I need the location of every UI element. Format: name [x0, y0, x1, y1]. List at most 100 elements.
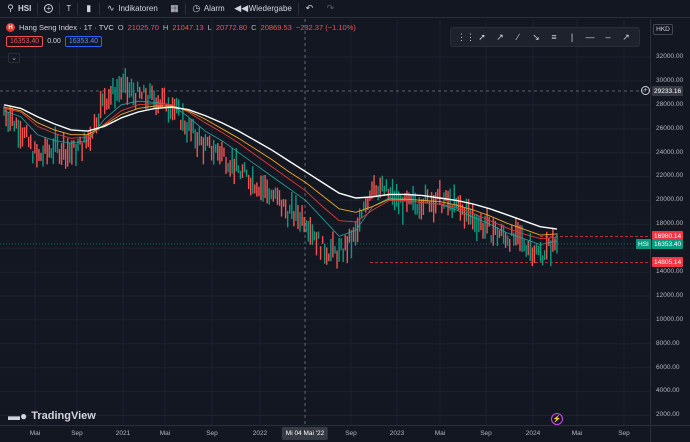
crosshair-price-label: 29233.16 — [652, 86, 684, 96]
legend-title[interactable]: Hang Seng Index · 1T · TVC — [19, 23, 114, 32]
symbol-search[interactable]: ⚲ HSI — [0, 0, 37, 18]
price-tick-label: 32000.00 — [656, 53, 684, 60]
time-tick-label: Sep — [345, 430, 357, 437]
open-value: 21025.70 — [127, 23, 159, 32]
price-tick-label: 14000.00 — [656, 268, 684, 275]
plus-circle-icon: + — [44, 4, 54, 13]
ma-orange-line — [3, 105, 558, 236]
time-tick-label: Sep — [480, 430, 492, 437]
horizontal-ray-icon[interactable]: – — [605, 32, 611, 42]
crossline-icon[interactable]: ↗ — [622, 31, 630, 42]
undo-button[interactable]: ↶ — [299, 0, 320, 18]
tv-logo-text: TradingView — [31, 410, 96, 422]
compare-button[interactable]: + — [38, 0, 59, 18]
indicators-icon: ∿ — [106, 3, 115, 13]
replay-label: Wiedergabe — [248, 4, 292, 13]
time-tick-label: Mai — [571, 430, 583, 437]
high-label: H — [162, 23, 169, 32]
redo-button[interactable]: ↷ — [320, 0, 341, 18]
drag-handle-icon[interactable]: ⋮⋮ — [457, 31, 475, 42]
clock-icon: ◷ — [192, 3, 201, 13]
indicators-label: Indikatoren — [118, 4, 158, 13]
chart-type-button[interactable]: ▮ — [78, 0, 99, 18]
time-tick-label: 2021 — [115, 430, 131, 437]
time-tick-label: Sep — [618, 430, 630, 437]
flash-icon[interactable]: ⚡ — [551, 413, 563, 425]
price-tick-label: 18000.00 — [656, 220, 684, 227]
toolbar-divider — [99, 2, 101, 15]
time-tick-label: Sep — [71, 430, 83, 437]
tradingview-logo[interactable]: ▬● TradingView — [8, 409, 96, 423]
grid-icon: ▦ — [170, 3, 179, 13]
add-alert-plus-icon[interactable]: + — [641, 86, 650, 95]
ray-icon[interactable]: ↗ — [496, 31, 504, 42]
spread-value: 0.00 — [47, 38, 61, 45]
time-tick-label: 2022 — [252, 430, 268, 437]
top-toolbar: ⚲ HSI + T ▮ ∿ Indikatoren ▦ ◷ Alarm ◀◀ W… — [0, 0, 690, 18]
horizontal-line-icon[interactable]: — — [585, 32, 595, 42]
alarm-label: Alarm — [203, 4, 225, 13]
price-tick-label: 30000.00 — [656, 77, 684, 84]
axis-corner — [650, 425, 690, 442]
price-tick-label: 20000.00 — [656, 196, 684, 203]
time-tick-label: 2024 — [525, 430, 541, 437]
price-tick-label: 12000.00 — [656, 292, 684, 299]
redo-icon: ↷ — [326, 3, 335, 13]
price-tick-label: 2000.00 — [656, 411, 680, 418]
price-tick-label: 26000.00 — [656, 125, 684, 132]
replay-icon: ◀◀ — [234, 3, 249, 13]
low-marker-label: 14805.14 — [652, 257, 684, 267]
chevron-down-icon: ⌄ — [11, 55, 17, 62]
time-tick-label: 2023 — [389, 430, 405, 437]
current-price-label: 16353.40 — [652, 239, 684, 249]
drawing-toolbar: ⋮⋮ ➚ ↗ ∕ ↘ ≡ | — – ↗ — [450, 27, 640, 47]
price-tick-label: 6000.00 — [656, 364, 680, 371]
close-value: 20869.53 — [260, 23, 292, 32]
time-tick-label: Mai — [29, 430, 41, 437]
ma-white-line — [3, 104, 558, 230]
ask-box[interactable]: 16353.40 — [64, 36, 103, 47]
low-value: 20772.80 — [215, 23, 248, 32]
vertical-line-icon[interactable]: | — [570, 32, 574, 42]
toolbar-divider — [59, 2, 61, 15]
high-marker-label: 16980.14 — [652, 231, 684, 241]
price-tick-label: 4000.00 — [656, 387, 680, 394]
layouts-button[interactable]: ▦ — [164, 0, 185, 18]
toolbar-divider — [297, 2, 299, 15]
chart-pane[interactable]: H Hang Seng Index · 1T · TVC O 21025.70 H… — [0, 19, 650, 425]
parallel-channel-icon[interactable]: ≡ — [551, 32, 557, 42]
currency-button[interactable]: HKD — [653, 24, 673, 35]
low-label: L — [207, 23, 212, 32]
replay-button[interactable]: ◀◀ Wiedergabe — [231, 0, 298, 18]
time-tick-label: Mai — [159, 430, 171, 437]
interval-button[interactable]: T — [60, 0, 77, 18]
price-tick-label: 22000.00 — [656, 172, 684, 179]
toolbar-divider — [77, 2, 79, 15]
bid-box[interactable]: 16353.40 — [6, 36, 44, 47]
ma-red-line — [3, 103, 558, 240]
time-tick-label: Sep — [206, 430, 218, 437]
tv-logo-icon: ▬● — [8, 409, 28, 423]
alarm-button[interactable]: ◷ Alarm — [186, 0, 231, 18]
symbol-label: HSI — [18, 4, 32, 13]
symbol-price-tag: HSI — [636, 239, 651, 249]
trendline-icon[interactable]: ➚ — [478, 31, 486, 42]
high-value: 21047.13 — [172, 23, 204, 32]
interval-label: T — [66, 4, 72, 13]
toolbar-divider — [184, 2, 186, 15]
extended-line-icon[interactable]: ∕ — [517, 32, 519, 42]
time-tick-label: Mai — [434, 430, 446, 437]
collapse-legend-button[interactable]: ⌄ — [8, 53, 20, 63]
toolbar-divider — [37, 2, 39, 15]
price-tick-label: 10000.00 — [656, 316, 684, 323]
close-label: C — [251, 23, 257, 32]
indicators-button[interactable]: ∿ Indikatoren — [100, 0, 164, 18]
price-tick-label: 8000.00 — [656, 340, 680, 347]
price-chart — [0, 19, 650, 425]
bid-ask-row: 16353.40 0.00 16353.40 — [6, 36, 103, 47]
candles-icon: ▮ — [86, 3, 92, 13]
open-label: O — [117, 23, 124, 32]
crosshair-time-label: Mi 04 Mai '22 — [281, 427, 329, 440]
info-line-icon[interactable]: ↘ — [532, 31, 540, 42]
undo-icon: ↶ — [305, 3, 314, 13]
